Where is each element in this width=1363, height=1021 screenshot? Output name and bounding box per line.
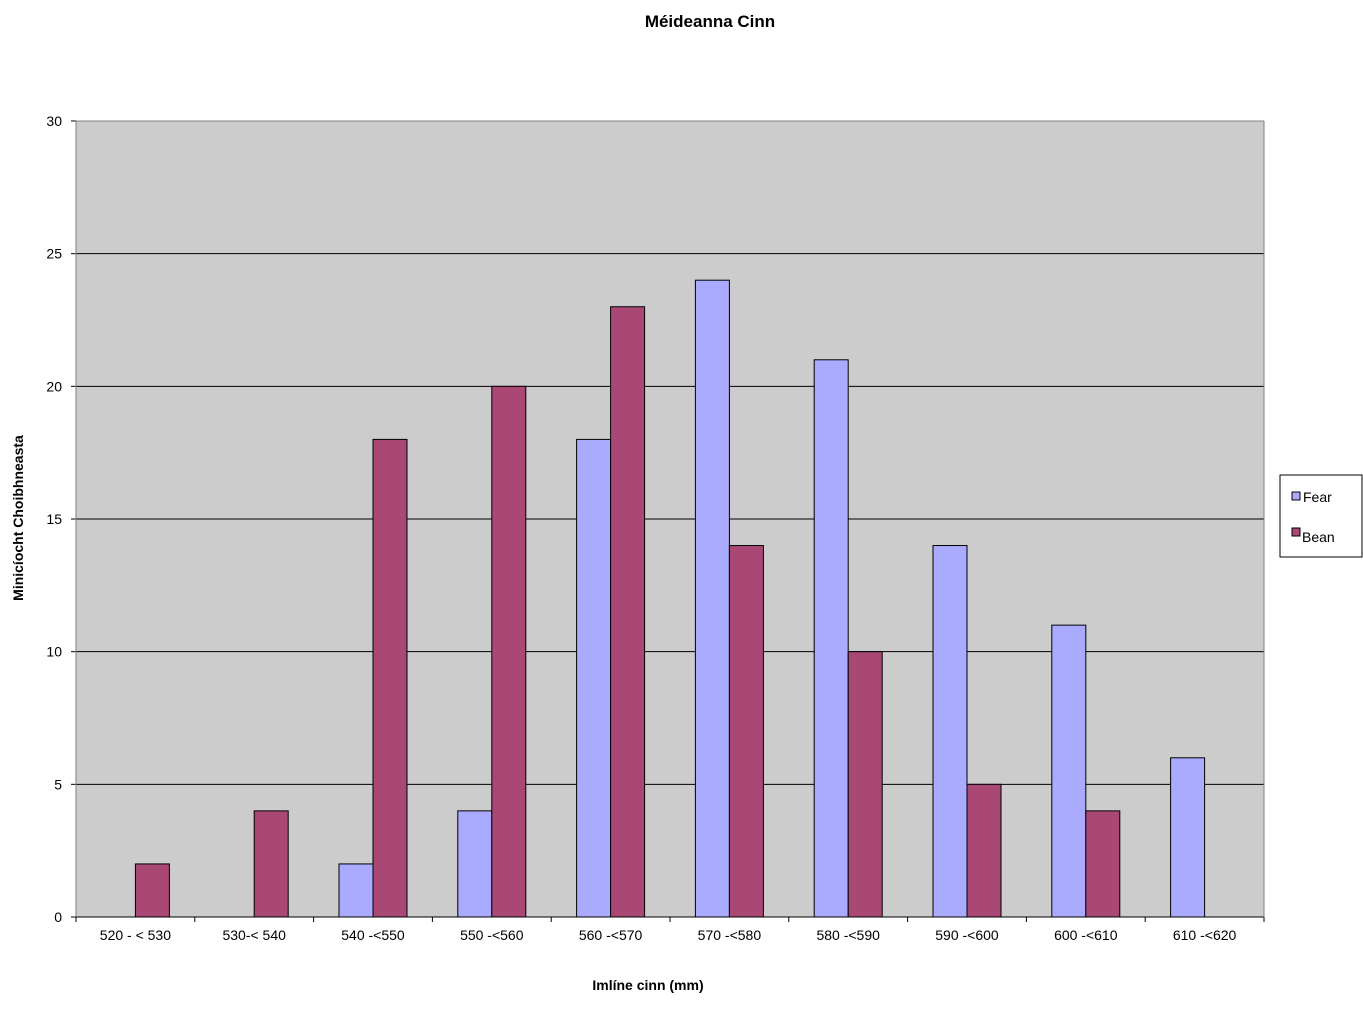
y-tick-labels: 0 5 10 15 20 25 30 — [46, 113, 62, 925]
bar-bean — [372, 438, 408, 918]
bar-bean — [728, 545, 764, 918]
bar-bean — [1085, 810, 1121, 918]
y-axis-title: Minicíocht Choibhneasta — [10, 435, 26, 601]
bar-fear — [932, 545, 968, 918]
y-tick-label: 15 — [46, 511, 62, 527]
bar-bean — [491, 385, 527, 918]
bar-bean — [253, 810, 289, 918]
bar-fear — [457, 810, 493, 918]
bar-bean — [134, 863, 170, 918]
x-tick-label: 570 -<580 — [698, 927, 762, 943]
bars — [134, 279, 1206, 918]
x-tick-label: 560 -<570 — [579, 927, 643, 943]
x-tick-label: 520 - < 530 — [100, 927, 171, 943]
bar-fear — [1051, 624, 1087, 918]
x-tick-label: 600 -<610 — [1054, 927, 1118, 943]
legend-label-bean: Bean — [1302, 529, 1335, 545]
axes — [71, 120, 1265, 922]
chart-title: Méideanna Cinn — [645, 12, 775, 31]
bar-fear — [1170, 757, 1206, 918]
bar-fear — [338, 863, 374, 918]
y-tick-label: 10 — [46, 644, 62, 660]
bar-fear — [694, 279, 730, 918]
x-axis-title: Imlíne cinn (mm) — [592, 977, 703, 993]
x-tick-label: 530-< 540 — [222, 927, 286, 943]
y-tick-label: 0 — [54, 909, 62, 925]
legend: Fear Bean — [1279, 474, 1363, 558]
legend-box — [1279, 474, 1363, 558]
x-tick-label: 590 -<600 — [935, 927, 999, 943]
bar-fear — [813, 359, 849, 918]
x-tick-label: 610 -<620 — [1173, 927, 1237, 943]
legend-swatch-fear — [1291, 491, 1301, 501]
y-tick-label: 30 — [46, 113, 62, 129]
legend-label-fear: Fear — [1303, 489, 1332, 505]
y-tick-label: 5 — [54, 776, 62, 792]
y-tick-label: 25 — [46, 246, 62, 262]
x-tick-label: 550 -<560 — [460, 927, 524, 943]
x-tick-label: 540 -<550 — [341, 927, 405, 943]
bar-bean — [966, 783, 1002, 918]
plot-area: 0 5 10 15 20 25 30 520 - < 530 530-< 540 540 -<5… — [46, 113, 1265, 943]
y-tick-label: 20 — [46, 378, 62, 394]
bar-bean — [847, 651, 883, 918]
x-tick-labels: 520 - < 530 530-< 540 540 -<550 550 -<560 56… — [100, 927, 1237, 943]
x-tick-label: 580 -<590 — [816, 927, 880, 943]
bar-fear — [576, 438, 612, 918]
legend-swatch-bean — [1291, 527, 1301, 537]
bar-bean — [610, 306, 646, 918]
